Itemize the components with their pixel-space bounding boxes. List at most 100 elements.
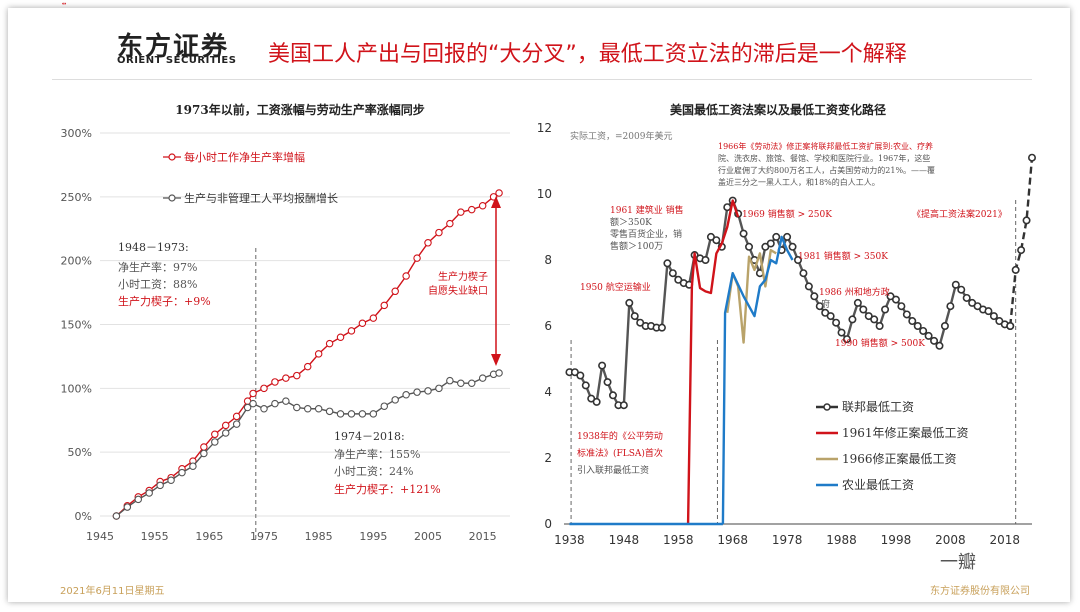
- data-point: [282, 397, 290, 405]
- series-line: [1009, 157, 1034, 327]
- x-tick-label: 1968: [717, 533, 748, 547]
- x-tick-label: 1955: [141, 530, 169, 543]
- data-point: [842, 335, 851, 344]
- x-tick-label: 1998: [881, 533, 912, 547]
- data-point: [260, 384, 268, 393]
- legend-label-1966: 1966修正案最低工资: [842, 451, 957, 466]
- data-point: [495, 369, 503, 377]
- logo-text: 东方证券: [117, 32, 230, 62]
- data-point: [314, 350, 323, 358]
- y-tick-label: 12: [537, 121, 552, 135]
- data-point: [897, 302, 906, 311]
- left-legend: 每小时工作净生产率增幅 生产与非管理工人平均报酬增长: [163, 150, 338, 205]
- anno-1966-l4: 盖近三分之一黑人工人，和18%的白人工人。: [718, 177, 880, 187]
- data-point: [347, 327, 356, 335]
- data-point: [211, 438, 219, 446]
- y-tick-label: 50%: [68, 446, 92, 459]
- data-point: [919, 326, 928, 335]
- data-point: [467, 205, 476, 214]
- data-point: [908, 317, 917, 326]
- data-point: [668, 269, 677, 278]
- data-point: [1028, 153, 1037, 162]
- y-tick-label: 8: [544, 253, 552, 267]
- anno-p1-wedge: 生产力楔子：+9%: [118, 294, 211, 308]
- y-tick-label: 10: [537, 187, 552, 201]
- data-point: [870, 315, 879, 324]
- gap-label-2: 自愿失业缺口: [428, 284, 488, 297]
- right-chart-title: 美国最低工资法案以及最低工资变化路径: [670, 102, 886, 117]
- x-tick-label: 1965: [195, 530, 223, 543]
- data-point: [815, 302, 824, 311]
- anno-2021: 《提高工资法案2021》: [912, 208, 1007, 220]
- y-tick-label: 200%: [61, 255, 92, 268]
- data-point: [930, 336, 939, 345]
- data-point: [457, 208, 465, 216]
- data-point: [745, 242, 754, 251]
- data-point: [902, 310, 911, 319]
- data-point: [221, 429, 230, 437]
- anno-1961-l1: 1961 建筑业 销售: [610, 204, 684, 216]
- x-tick-label: 2015: [469, 530, 497, 543]
- data-point: [891, 295, 900, 304]
- data-point: [935, 341, 944, 350]
- legend-label-federal: 联邦最低工资: [842, 400, 914, 414]
- data-point: [435, 228, 443, 237]
- data-point: [859, 305, 868, 314]
- data-point: [875, 321, 884, 330]
- legend-marker-wage: [168, 194, 176, 202]
- data-point: [325, 339, 334, 348]
- data-point: [848, 315, 857, 324]
- data-point: [1006, 321, 1015, 330]
- data-point: [112, 512, 121, 520]
- data-point: [663, 259, 672, 268]
- data-point: [347, 410, 356, 418]
- data-point: [1017, 246, 1026, 255]
- y-tick-label: 0%: [75, 510, 92, 523]
- x-tick-label: 2018: [990, 533, 1021, 547]
- data-point: [123, 503, 132, 511]
- anno-1986: 1986 州和地方政: [819, 286, 890, 298]
- x-tick-label: 1988: [826, 533, 857, 547]
- data-point: [358, 319, 367, 327]
- anno-1966-l1: 1966年《劳动法》修正案将联邦最低工资扩展到:农业、疗养: [718, 141, 933, 151]
- slide-frame: [8, 8, 1070, 602]
- data-point: [271, 378, 279, 386]
- data-point: [167, 476, 175, 485]
- data-point: [200, 443, 208, 451]
- x-tick-label: 1995: [359, 530, 387, 543]
- data-point: [951, 280, 960, 289]
- data-point: [788, 242, 797, 251]
- watermark: 一瓣: [940, 552, 976, 573]
- data-point: [243, 403, 252, 412]
- data-point: [739, 229, 748, 238]
- data-point: [156, 481, 164, 490]
- data-point: [435, 384, 443, 393]
- series-line: [115, 372, 500, 517]
- x-tick-label: 2008: [935, 533, 966, 547]
- x-tick-label: 1985: [305, 530, 333, 543]
- gap-label-1: 生产力楔子: [438, 270, 488, 283]
- data-point: [837, 328, 846, 337]
- data-point: [457, 379, 465, 387]
- data-point: [810, 292, 819, 301]
- data-point: [249, 399, 257, 408]
- data-point: [853, 298, 862, 307]
- data-point: [232, 412, 241, 421]
- legend-label-productivity: 每小时工作净生产率增幅: [184, 150, 305, 164]
- data-point: [336, 333, 345, 342]
- data-point: [200, 449, 208, 458]
- anno-1938-l3: 引入联邦最低工资: [577, 464, 649, 476]
- anno-1961-l4: 售额＞100万: [610, 240, 663, 252]
- data-point: [946, 302, 955, 311]
- data-point: [293, 403, 301, 412]
- data-point: [766, 239, 775, 248]
- data-point: [424, 239, 432, 247]
- x-tick-label: 1948: [609, 533, 640, 547]
- data-point: [598, 361, 607, 370]
- data-point: [608, 391, 617, 400]
- data-point: [581, 381, 590, 390]
- data-point: [358, 410, 367, 418]
- legend-marker-productivity: [168, 153, 176, 161]
- data-point: [478, 202, 487, 210]
- y-tick-label: 4: [544, 385, 552, 399]
